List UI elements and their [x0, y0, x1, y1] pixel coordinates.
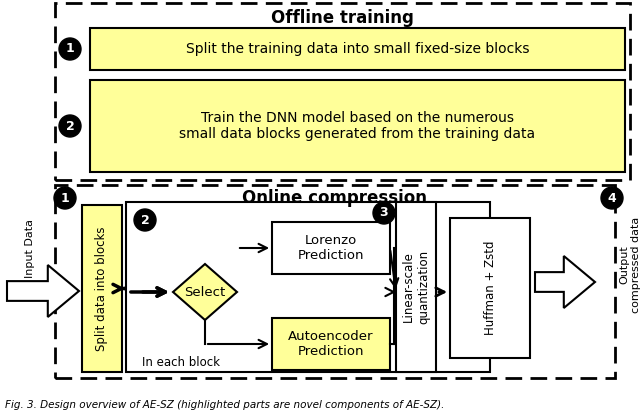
Circle shape: [54, 187, 76, 209]
Text: 2: 2: [66, 119, 74, 132]
Text: Offline training: Offline training: [271, 9, 413, 27]
Text: 1: 1: [66, 42, 74, 55]
Polygon shape: [173, 264, 237, 320]
Text: 3: 3: [380, 207, 388, 220]
Text: Lorenzo
Prediction: Lorenzo Prediction: [298, 234, 364, 262]
Bar: [396, 202, 436, 372]
Text: Input Data: Input Data: [25, 218, 35, 277]
Text: In each block: In each block: [142, 355, 220, 368]
Text: Fig. 3. Design overview of AE-SZ (highlighted parts are novel components of AE-S: Fig. 3. Design overview of AE-SZ (highli…: [5, 400, 444, 410]
Circle shape: [134, 209, 156, 231]
Bar: [55, 185, 615, 378]
Text: Train the DNN model based on the numerous
small data blocks generated from the t: Train the DNN model based on the numerou…: [179, 111, 536, 141]
Polygon shape: [535, 256, 595, 308]
Text: Split the training data into small fixed-size blocks: Split the training data into small fixed…: [186, 42, 529, 56]
Bar: [126, 202, 490, 372]
Text: Linear-scale
quantization: Linear-scale quantization: [402, 250, 430, 324]
Bar: [450, 218, 530, 358]
Text: Output
compressed data: Output compressed data: [620, 217, 640, 313]
Bar: [82, 205, 122, 372]
Bar: [55, 3, 630, 180]
Text: Select: Select: [184, 285, 226, 298]
Bar: [272, 318, 390, 370]
Circle shape: [59, 38, 81, 60]
Text: Online compression: Online compression: [243, 189, 428, 207]
Text: Split data into blocks: Split data into blocks: [95, 226, 109, 351]
Bar: [90, 80, 625, 172]
Bar: [272, 222, 390, 274]
Bar: [90, 28, 625, 70]
Circle shape: [373, 202, 395, 224]
Circle shape: [59, 115, 81, 137]
Text: Huffman + Zstd: Huffman + Zstd: [483, 241, 497, 335]
Text: Autoencoder
Prediction: Autoencoder Prediction: [288, 330, 374, 358]
Text: 4: 4: [607, 191, 616, 204]
Text: 2: 2: [141, 214, 149, 227]
Polygon shape: [7, 265, 79, 317]
Text: 1: 1: [61, 191, 69, 204]
Circle shape: [601, 187, 623, 209]
